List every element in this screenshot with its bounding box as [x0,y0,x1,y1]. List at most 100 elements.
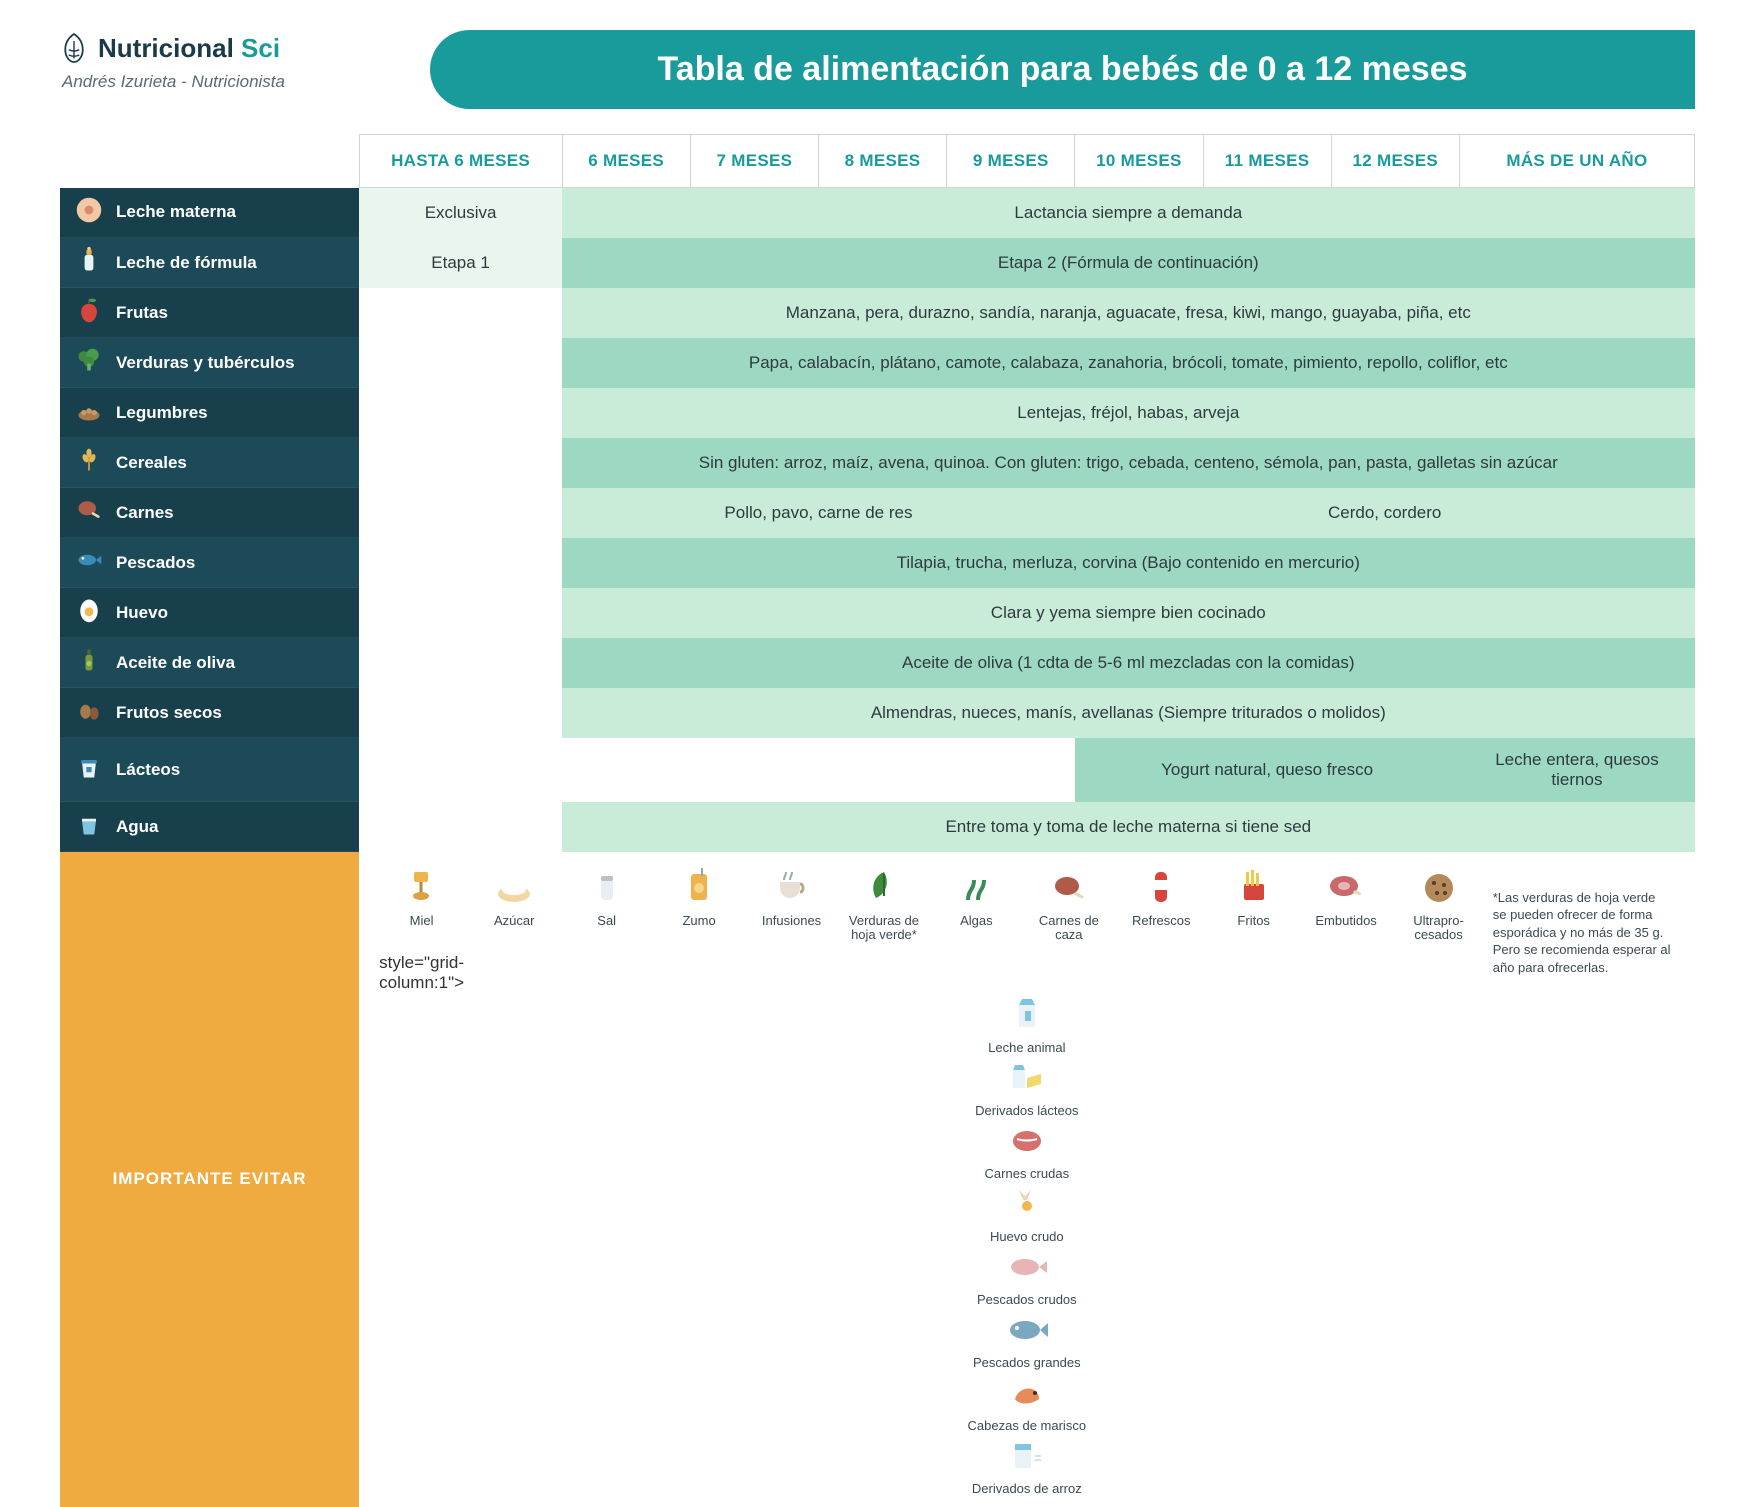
avoid-item: Embutidos [1304,866,1388,929]
food-cell: Clara y yema siempre bien cocinado [562,588,1694,638]
brand: Nutricional Sci Andrés Izurieta - Nutric… [60,30,390,92]
rawmeat-icon [1005,1119,1049,1163]
shrimp-icon [1005,1371,1049,1415]
category-label: Leche materna [116,202,236,222]
avoid-item: Miel [379,866,464,929]
food-cell [359,338,562,388]
category-label: Legumbres [116,403,208,423]
header: Nutricional Sci Andrés Izurieta - Nutric… [60,30,1695,109]
sugar-icon [492,866,536,910]
food-cell [359,388,562,438]
food-cell: Aceite de oliva (1 cdta de 5-6 ml mezcla… [562,638,1694,688]
avoid-item: Pescados grandes [379,1308,1674,1371]
fish-icon [74,546,104,579]
tea-icon [770,866,814,910]
category-cell: Frutos secos [60,688,359,738]
category-label: Aceite de oliva [116,653,235,673]
food-cell: Yogurt natural, queso fresco [1075,738,1460,802]
corner-cell [60,135,359,188]
food-cell: Etapa 2 (Fórmula de continuación) [562,238,1694,288]
food-cell [359,802,562,852]
egg-icon [74,596,104,629]
avoid-item: Leche animal [379,993,1674,1056]
meat-icon [74,496,104,529]
category-label: Leche de fórmula [116,253,257,273]
food-cell [359,638,562,688]
food-cell: Cerdo, cordero [1075,488,1695,538]
food-cell: Almendras, nueces, manís, avellanas (Sie… [562,688,1694,738]
category-cell: Cereales [60,438,359,488]
food-cell [359,288,562,338]
col-header: MÁS DE UN AÑO [1459,135,1694,188]
col-header: 10 MESES [1075,135,1203,188]
food-cell: Leche entera, quesos tiernos [1459,738,1694,802]
cookie-icon [1417,866,1461,910]
avoid-item: Fritos [1211,866,1295,929]
food-cell [359,438,562,488]
category-cell: Leche de fórmula [60,238,359,288]
food-cell: Tilapia, trucha, merluza, corvina (Bajo … [562,538,1694,588]
avoid-item: Verduras de hoja verde* [842,866,926,944]
category-cell: Carnes [60,488,359,538]
yogurt-icon [74,753,104,786]
category-label: Cereales [116,453,187,473]
category-label: Carnes [116,503,174,523]
category-cell: Verduras y tubérculos [60,338,359,388]
category-label: Pescados [116,553,195,573]
avoid-item: Carnes de caza [1027,866,1111,944]
food-cell: Exclusiva [359,188,562,238]
avoid-item: Cabezas de marisco [379,1371,1674,1434]
legume-icon [74,396,104,429]
col-header: 8 MESES [818,135,946,188]
ham-icon [1324,866,1368,910]
avoid-item: Pescados crudos [379,1245,1674,1308]
col-header: HASTA 6 MESES [359,135,562,188]
col-header: 12 MESES [1331,135,1459,188]
category-cell: Legumbres [60,388,359,438]
brand-name: Nutricional Sci [98,33,280,64]
avoid-body: MielAzúcarSalZumoInfusionesVerduras de h… [359,852,1694,1507]
avoid-note: *Las verduras de hoja verde se pueden of… [1489,883,1675,977]
category-label: Frutos secos [116,703,222,723]
milk-icon [1005,993,1049,1037]
soda-icon [1139,866,1183,910]
category-cell: Lácteos [60,738,359,802]
food-cell: Etapa 1 [359,238,562,288]
category-cell: Aceite de oliva [60,638,359,688]
category-cell: Pescados [60,538,359,588]
author: Andrés Izurieta - Nutricionista [62,72,390,92]
salt-icon [585,866,629,910]
food-cell [359,588,562,638]
avoid-item: Huevo crudo [379,1182,1674,1245]
food-cell [359,738,562,802]
rice-icon [1005,1434,1049,1478]
avoid-item: Ultrapro-cesados [1396,866,1480,944]
avoid-item: Derivados de arroz [379,1434,1674,1497]
avoid-item: Derivados lácteos [379,1056,1674,1119]
food-cell [359,538,562,588]
category-cell: Leche materna [60,188,359,238]
food-cell: Lactancia siempre a demanda [562,188,1694,238]
page-title: Tabla de alimentación para bebés de 0 a … [430,30,1695,109]
dairy-icon [1005,1056,1049,1100]
honey-icon [400,866,444,910]
brand-logo-icon [60,30,88,66]
col-header: 11 MESES [1203,135,1331,188]
apple-icon [74,296,104,329]
food-cell: Papa, calabacín, plátano, camote, calaba… [562,338,1694,388]
breast-icon [74,196,104,229]
feeding-table: HASTA 6 MESES6 MESES7 MESES8 MESES9 MESE… [60,134,1695,1507]
category-label: Verduras y tubérculos [116,353,295,373]
category-cell: Frutas [60,288,359,338]
avoid-item: Zumo [657,866,741,929]
category-label: Agua [116,817,159,837]
food-cell: Pollo, pavo, carne de res [562,488,1075,538]
fries-icon [1232,866,1276,910]
avoid-item: Infusiones [749,866,833,929]
juice-icon [677,866,721,910]
food-cell [562,738,1075,802]
avoid-item: Azúcar [472,866,556,929]
game-icon [1047,866,1091,910]
oil-icon [74,646,104,679]
food-cell: Lentejas, fréjol, habas, arveja [562,388,1694,438]
